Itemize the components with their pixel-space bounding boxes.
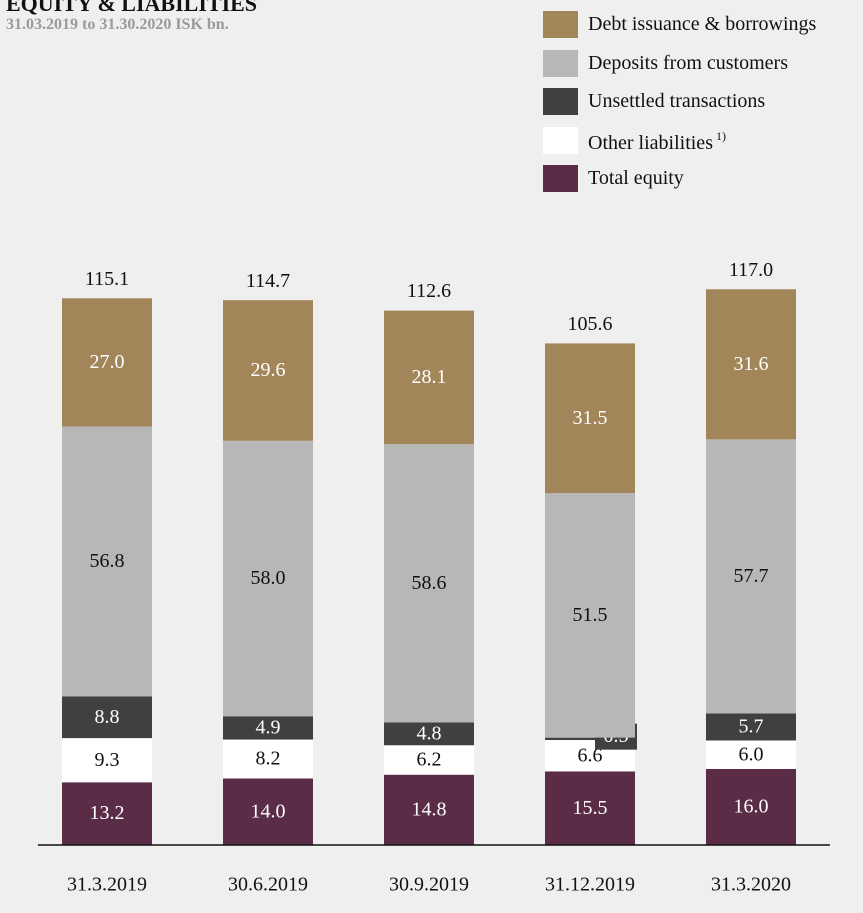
total-label: 114.7 — [246, 270, 290, 292]
legend-swatch-equity — [543, 165, 578, 192]
data-label-total-equity: 16.0 — [734, 796, 769, 818]
bar-deposits-from-customers — [223, 440, 313, 717]
data-label-unsettled-transactions: 8.8 — [95, 706, 120, 728]
total-label: 115.1 — [85, 268, 129, 290]
x-tick-label: 31.12.2019 — [545, 874, 635, 896]
bar-total-equity — [545, 771, 635, 845]
legend-swatch-other — [543, 126, 578, 154]
total-label: 105.6 — [568, 313, 613, 335]
bar-other-liabilities — [384, 745, 474, 775]
bar-total-equity — [706, 769, 796, 845]
data-label-debt-issuance-and-borrowings: 29.6 — [251, 359, 286, 381]
data-label-debt-issuance-and-borrowings: 31.6 — [734, 353, 769, 375]
bar-other-liabilities — [706, 740, 796, 769]
bar-deposits-from-customers — [384, 444, 474, 723]
data-label-other-liabilities: 6.2 — [417, 749, 442, 771]
data-label-deposits-from-customers: 58.0 — [251, 567, 286, 589]
bar-debt-issuance-and-borrowings — [706, 289, 796, 440]
bar-debt-issuance-and-borrowings — [545, 343, 635, 494]
data-label-unsettled-transactions: 5.7 — [739, 716, 764, 738]
bar-debt-issuance-and-borrowings — [62, 298, 152, 427]
legend-label-other: Other liabilities 1) — [588, 129, 726, 155]
bar-total-equity — [223, 778, 313, 845]
data-label-other-liabilities: 9.3 — [95, 749, 120, 771]
legend-label-unsettled: Unsettled transactions — [588, 90, 766, 112]
bar-deposits-from-customers — [62, 426, 152, 697]
x-tick-label: 31.3.2019 — [67, 874, 147, 896]
data-label-debt-issuance-and-borrowings: 31.5 — [573, 407, 608, 429]
legend-label-deposits: Deposits from customers — [588, 51, 788, 74]
data-label-unsettled-transactions: 4.8 — [417, 722, 442, 744]
data-label-other-liabilities: 8.2 — [256, 748, 281, 770]
legend-label-other-text: Other liabilities — [588, 131, 713, 154]
bar-debt-issuance-and-borrowings — [384, 310, 474, 445]
bar-deposits-from-customers — [545, 493, 635, 738]
data-label-deposits-from-customers: 58.6 — [412, 572, 447, 594]
x-tick-label: 31.3.2020 — [711, 874, 791, 896]
bar-total-equity — [384, 774, 474, 845]
bar-unsettled-transactions — [62, 696, 152, 739]
legend-swatch-unsettled — [543, 88, 578, 115]
data-label-total-equity: 14.0 — [251, 800, 286, 822]
data-label-debt-issuance-and-borrowings: 27.0 — [90, 351, 125, 373]
chart-title: EQUITY & LIABILITIES — [6, 0, 258, 16]
bar-deposits-from-customers — [706, 439, 796, 714]
x-tick-label: 30.6.2019 — [228, 874, 308, 896]
bar-debt-issuance-and-borrowings — [223, 300, 313, 441]
bar-total-equity — [62, 782, 152, 845]
total-label: 112.6 — [407, 280, 451, 302]
bar-other-liabilities — [223, 739, 313, 779]
total-label: 117.0 — [729, 259, 773, 281]
bar-other-liabilities — [62, 738, 152, 783]
data-label-other-liabilities: 6.6 — [578, 744, 603, 766]
legend-label-debt: Debt issuance & borrowings — [588, 13, 817, 35]
bar-unsettled-transactions — [545, 737, 635, 741]
data-label-total-equity: 13.2 — [90, 802, 125, 824]
bar-unsettled-transactions — [706, 713, 796, 741]
data-label-total-equity: 15.5 — [573, 797, 608, 819]
data-label-unsettled-transactions: 4.9 — [256, 717, 281, 739]
legend-swatch-debt — [543, 11, 578, 38]
x-tick-label: 30.9.2019 — [389, 874, 469, 896]
legend-swatch-deposits — [543, 49, 578, 77]
legend-footnote-marker: 1) — [715, 128, 726, 143]
data-label-other-liabilities: 6.0 — [739, 743, 764, 765]
bar-unsettled-transactions — [384, 722, 474, 746]
data-label-deposits-from-customers: 56.8 — [90, 550, 125, 572]
legend-label-equity: Total equity — [588, 167, 684, 189]
data-label-deposits-from-customers: 57.7 — [734, 565, 769, 587]
bar-unsettled-transactions — [223, 716, 313, 740]
data-label-deposits-from-customers: 51.5 — [573, 604, 608, 626]
chart-subtitle: 31.03.2019 to 31.30.2020 ISK bn. — [6, 16, 229, 33]
data-label-debt-issuance-and-borrowings: 28.1 — [412, 366, 447, 388]
data-label-total-equity: 14.8 — [412, 798, 447, 820]
